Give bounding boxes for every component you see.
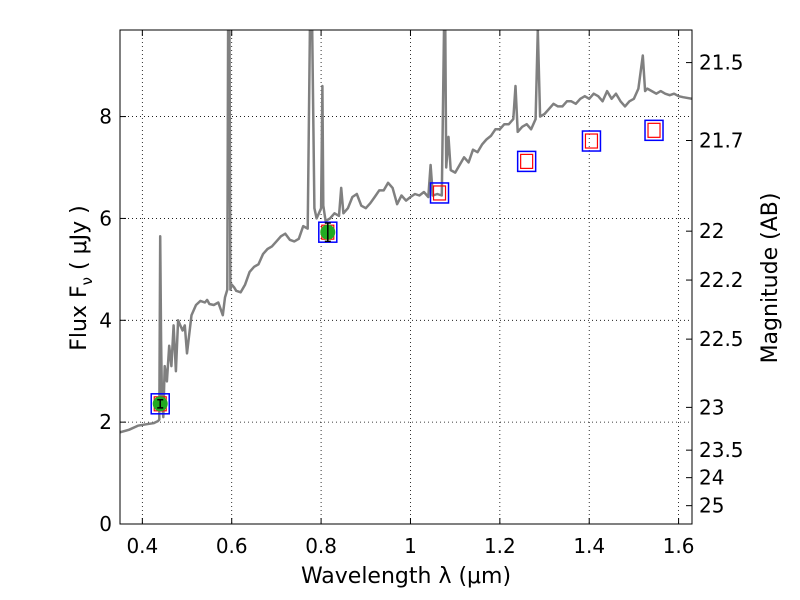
- model-photometry-box: [429, 182, 450, 204]
- x-tick-label: 0.4: [126, 534, 158, 558]
- y-tick-label: 4: [99, 308, 112, 332]
- model-photometry-box: [581, 130, 602, 152]
- y2-tick-label: 22: [699, 219, 724, 243]
- model-photometry-box: [318, 221, 338, 243]
- y2-tick-label: 24: [699, 466, 724, 490]
- model-photometry-box-inner: [432, 185, 447, 201]
- x-tick-label: 1.2: [484, 534, 516, 558]
- x-tick-label: 1.4: [573, 534, 605, 558]
- x-axis-title: Wavelength λ (μm): [301, 564, 511, 589]
- y-axis-title-unit: ( μJy ): [67, 205, 92, 277]
- model-photometry-box: [516, 150, 537, 173]
- model-photometry-box-inner: [647, 122, 661, 138]
- model-photometry-box-inner: [584, 133, 599, 149]
- x-tick-label: 0.8: [305, 534, 337, 558]
- model-photometry-box: [150, 393, 170, 415]
- y-tick-label: 2: [99, 410, 112, 434]
- y-axis-title-subscript: ν: [78, 277, 96, 285]
- y2-tick-label: 23.5: [699, 438, 744, 462]
- y2-tick-label: 22.2: [699, 268, 744, 292]
- model-photometry-box-inner: [520, 153, 534, 169]
- y2-tick-label: 25: [699, 494, 724, 518]
- axis-ticks: 0.4 0.6 0.8 1 1.2 1.4 1.60246821.521.72222.222…: [99, 30, 744, 558]
- x-tick-label: 0.6: [216, 534, 248, 558]
- y-axis-title-main: Flux F: [67, 285, 92, 350]
- y-axis-title: Flux Fν ( μJy ): [67, 205, 96, 350]
- model-photometry-box: [644, 119, 664, 142]
- model-spectrum-line: [120, 30, 692, 434]
- y2-axis-title: Magnitude (AB): [758, 193, 783, 364]
- plot-frame: [119, 29, 693, 525]
- x-tick-label: 1.6: [663, 534, 695, 558]
- plot-area: [120, 30, 692, 434]
- y2-tick-label: 21.5: [699, 51, 744, 75]
- y-tick-label: 0: [99, 512, 112, 536]
- y2-tick-label: 22.5: [699, 327, 744, 351]
- y2-tick-label: 23: [699, 395, 724, 419]
- x-tick-label: 1: [404, 534, 417, 558]
- y2-tick-label: 21.7: [699, 129, 744, 153]
- y-tick-label: 8: [99, 105, 112, 129]
- y-tick-label: 6: [99, 206, 112, 230]
- grid-lines: [120, 30, 692, 524]
